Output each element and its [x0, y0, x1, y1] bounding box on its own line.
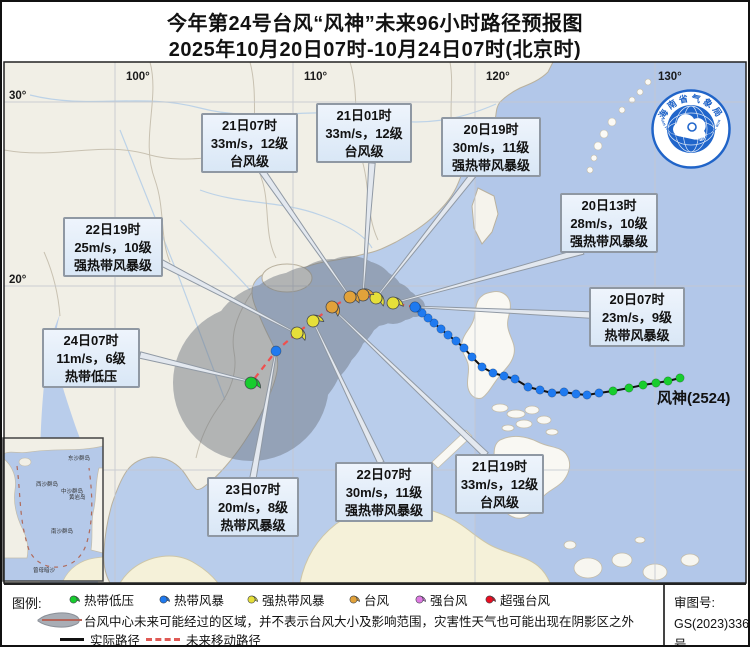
forecast-path-label: 未来移动路径 [186, 634, 262, 647]
callout-21d01h: 21日01时 33m/s，12级 台风级 [316, 103, 412, 163]
typhoon-sts-icon [247, 595, 258, 603]
svg-text:中沙群岛: 中沙群岛 [61, 487, 84, 495]
typhoon-sty-icon [415, 595, 426, 603]
actual-path-sample [60, 638, 84, 641]
callout-20d07h: 20日07时 23m/s，9级 热带风暴级 [589, 287, 685, 347]
callout-24d07h: 24日07时 11m/s，6级 热带低压 [42, 328, 140, 388]
svg-text:西沙群岛: 西沙群岛 [36, 480, 59, 488]
page-subtitle: 2025年10月20日07时-10月24日07时(北京时) [168, 39, 582, 61]
island-palawan [431, 429, 473, 469]
typhoon-ty-icon [349, 595, 360, 603]
typhoon-track [244, 288, 685, 400]
svg-text:东沙群岛: 东沙群岛 [68, 454, 91, 462]
island-hainan [261, 263, 313, 293]
svg-text:南沙群岛: 南沙群岛 [51, 527, 74, 535]
logo-swirl [687, 122, 697, 132]
logo-cloud-icon [673, 114, 706, 141]
page-title: 今年第24号台风“风神”未来96小时路径预报图 [167, 13, 583, 35]
map-review-number: 审图号: GS(2023)336号 [674, 596, 750, 647]
lon-label-120: 120° [486, 71, 510, 83]
callout-22d19h: 22日19时 25m/s，10级 强热带风暴级 [63, 217, 163, 277]
legend-item-sty: 强台风 [412, 591, 468, 608]
inset-island-labels: 东沙群岛 西沙群岛 中沙群岛 黄岩岛 南沙群岛 曾母暗沙 [33, 454, 91, 574]
svg-text:曾母暗沙: 曾母暗沙 [33, 566, 56, 574]
south-china-sea-inset: 东沙群岛 西沙群岛 中沙群岛 黄岩岛 南沙群岛 曾母暗沙 [2, 437, 104, 582]
legend-title: 图例: [12, 596, 42, 611]
callout-20d13h: 20日13时 28m/s，10级 强热带风暴级 [560, 193, 658, 253]
callout-23d07h: 23日07时 20m/s，8级 热带风暴级 [207, 477, 299, 537]
typhoon-ts-icon [159, 595, 170, 603]
lon-label-110: 110° [304, 71, 328, 83]
path-legend-row: 实际路径 未来移动路径 [60, 630, 261, 647]
lat-label-20: 20° [9, 274, 27, 286]
legend-item-ty: 台风 [346, 591, 389, 608]
legend-item-sts: 强热带风暴 [244, 591, 325, 608]
storm-name-label: 风神(2524) [657, 389, 730, 407]
island-borneo [299, 504, 551, 583]
cone-legend-icon [37, 612, 82, 628]
legend: 图例: 热带低压 热带风暴 强热带风暴 台风 强台风 超强台风 台风中心未来可能… [4, 583, 750, 647]
legend-item-sup: 超强台风 [482, 591, 550, 608]
lon-label-130: 130° [658, 71, 682, 83]
callout-22d07h: 22日07时 30m/s，11级 强热带风暴级 [335, 462, 433, 522]
islands-southeast [563, 536, 700, 581]
callout-21d07h: 21日07时 33m/s，12级 台风级 [201, 113, 298, 173]
legend-item-ts: 热带风暴 [156, 591, 224, 608]
lon-label-100: 100° [126, 71, 150, 83]
axis-labels: 100° 110° 120° 130° 30° 20° [9, 71, 682, 286]
island-sumatra [119, 555, 219, 583]
svg-text:黄岩岛: 黄岩岛 [69, 493, 86, 501]
legend-item-td: 热带低压 [66, 591, 134, 608]
cone-note: 台风中心未来可能经过的区域，并不表示台风大小及影响范围，灾害性天气也可能出现在阴… [84, 615, 635, 629]
typhoon-super-icon [485, 595, 496, 603]
callout-21d19h: 21日19时 33m/s，12级 台风级 [455, 454, 544, 514]
island-taiwan [471, 187, 499, 245]
lat-label-30: 30° [9, 90, 27, 102]
actual-path-label: 实际路径 [90, 634, 141, 647]
forecast-path-sample [146, 638, 181, 641]
islands-visayas [491, 403, 559, 436]
legend-divider [663, 585, 665, 645]
typhoon-td-icon [69, 595, 80, 603]
callout-20d19h: 20日19时 30m/s，11级 强热带风暴级 [441, 117, 541, 177]
